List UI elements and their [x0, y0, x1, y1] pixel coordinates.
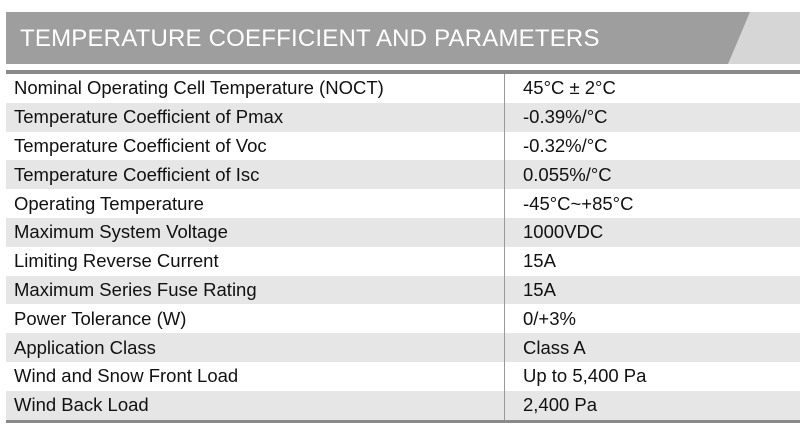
parameter-value: Class A	[523, 336, 586, 358]
parameter-name: Limiting Reverse Current	[6, 246, 505, 276]
header-background	[6, 12, 800, 64]
parameter-name: Wind and Snow Front Load	[6, 361, 505, 391]
parameter-value: -45°C~+85°C	[523, 192, 634, 214]
parameter-value: -0.32%/°C	[523, 134, 608, 156]
parameter-name: Application Class	[6, 333, 505, 362]
parameter-name: Maximum Series Fuse Rating	[6, 275, 505, 305]
table-row: Operating Temperature -45°C~+85°C	[6, 189, 800, 218]
table-row: Maximum Series Fuse Rating 15A	[6, 275, 800, 305]
parameter-value: 0/+3%	[523, 307, 576, 329]
parameter-name: Temperature Coefficient of Isc	[6, 160, 505, 190]
parameter-name: Operating Temperature	[6, 189, 505, 218]
header-main-band	[6, 12, 750, 64]
parameter-value: 15A	[523, 278, 556, 300]
table-row: Temperature Coefficient of Voc -0.32%/°C	[6, 131, 800, 161]
parameter-name: Wind Back Load	[6, 390, 505, 420]
section-header: TEMPERATURE COEFFICIENT AND PARAMETERS	[6, 12, 800, 64]
parameter-name: Nominal Operating Cell Temperature (NOCT…	[6, 74, 505, 103]
parameter-value: -0.39%/°C	[523, 106, 608, 128]
table-row: Maximum System Voltage 1000VDC	[6, 217, 800, 247]
parameter-value: 45°C ± 2°C	[523, 77, 616, 99]
parameters-table: Nominal Operating Cell Temperature (NOCT…	[6, 70, 800, 423]
parameter-name: Temperature Coefficient of Pmax	[6, 102, 505, 132]
parameter-value: 15A	[523, 250, 556, 272]
parameter-name: Temperature Coefficient of Voc	[6, 131, 505, 161]
parameter-value: 0.055%/°C	[523, 163, 612, 185]
parameter-name: Maximum System Voltage	[6, 217, 505, 247]
parameter-value: 1000VDC	[523, 221, 604, 243]
table-row: Application Class Class A	[6, 333, 800, 362]
table-row: Temperature Coefficient of Pmax -0.39%/°…	[6, 102, 800, 132]
table-row: Limiting Reverse Current 15A	[6, 246, 800, 276]
table-row: Temperature Coefficient of Isc 0.055%/°C	[6, 160, 800, 190]
table-row: Nominal Operating Cell Temperature (NOCT…	[6, 74, 800, 103]
parameter-name: Power Tolerance (W)	[6, 304, 505, 334]
table-row: Power Tolerance (W) 0/+3%	[6, 304, 800, 334]
parameter-value: 2,400 Pa	[523, 394, 598, 416]
section-title: TEMPERATURE COEFFICIENT AND PARAMETERS	[20, 25, 600, 52]
parameter-value: Up to 5,400 Pa	[523, 365, 647, 387]
table-row: Wind Back Load 2,400 Pa	[6, 390, 800, 423]
table-row: Wind and Snow Front Load Up to 5,400 Pa	[6, 361, 800, 391]
